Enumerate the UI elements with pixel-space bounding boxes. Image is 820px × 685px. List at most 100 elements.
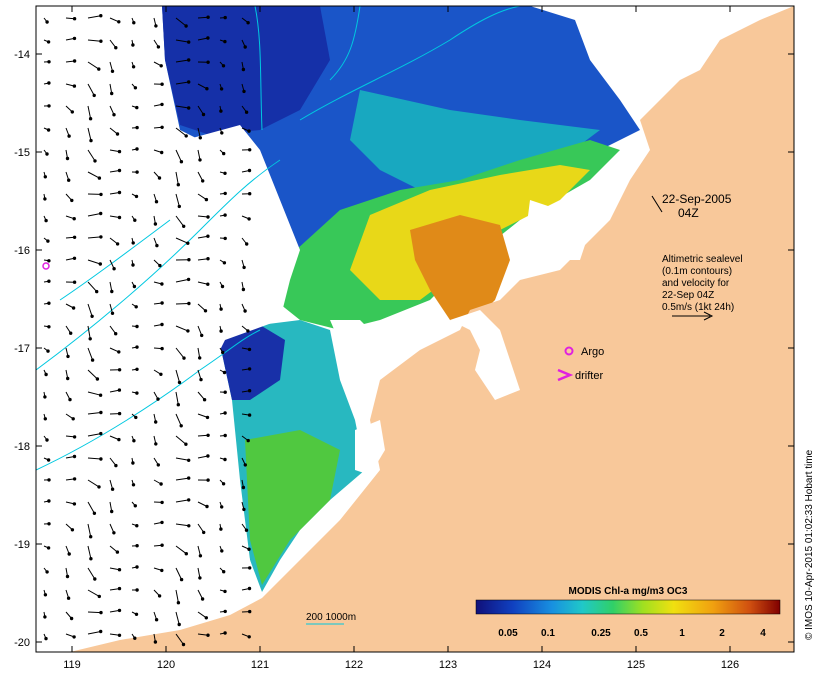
velocity-arrow-head xyxy=(69,398,71,400)
velocity-arrow-head xyxy=(100,40,102,42)
velocity-arrow-head xyxy=(96,378,98,380)
velocity-arrow-head xyxy=(205,617,207,619)
velocity-arrow-head xyxy=(207,634,209,636)
velocity-arrow-head xyxy=(66,157,68,159)
velocity-arrow-head xyxy=(98,595,100,597)
velocity-arrow-head xyxy=(90,536,92,538)
velocity-arrow-head xyxy=(188,525,190,527)
velocity-arrow-head xyxy=(113,532,115,534)
credit-label: © IMOS 10-Apr-2015 01:02:33 Hobart time xyxy=(804,449,815,640)
velocity-arrow-head xyxy=(132,484,134,486)
velocity-arrow-head xyxy=(161,103,163,105)
velocity-arrow-head xyxy=(178,623,180,625)
velocity-arrow-head xyxy=(100,611,102,613)
velocity-arrow-head xyxy=(199,159,201,161)
velocity-arrow-head xyxy=(135,306,137,308)
velocity-arrow-head xyxy=(73,257,75,259)
velocity-arrow-head xyxy=(48,479,50,481)
lat-tick-label: -19 xyxy=(14,539,30,551)
legend-line: Altimetric sealevel xyxy=(662,254,743,265)
velocity-arrow-head xyxy=(73,218,75,220)
velocity-arrow-head xyxy=(46,21,48,23)
velocity-arrow-head xyxy=(248,587,250,589)
velocity-arrow-head xyxy=(73,455,75,457)
velocity-arrow-head xyxy=(133,22,135,24)
velocity-arrow-head xyxy=(100,411,102,413)
velocity-arrow-head xyxy=(136,545,138,547)
velocity-arrow-head xyxy=(223,571,225,573)
velocity-arrow-head xyxy=(155,25,157,27)
velocity-arrow-head xyxy=(67,597,69,599)
velocity-arrow-head xyxy=(242,288,244,290)
velocity-arrow-head xyxy=(99,394,101,396)
velocity-arrow-head xyxy=(221,285,223,287)
velocity-arrow-head xyxy=(134,87,136,89)
velocity-arrow-head xyxy=(136,589,138,591)
velocity-arrow-head xyxy=(220,88,222,90)
velocity-arrow-head xyxy=(224,40,226,42)
velocity-arrow-head xyxy=(133,285,135,287)
velocity-arrow-head xyxy=(44,594,46,596)
velocity-arrow-head xyxy=(93,94,95,96)
velocity-arrow-head xyxy=(242,486,244,488)
colorbar-tick: 0.05 xyxy=(498,628,518,639)
velocity-arrow-head xyxy=(201,598,203,600)
velocity-arrow-head xyxy=(73,503,75,505)
velocity-arrow-head xyxy=(207,283,209,285)
velocity-arrow-head xyxy=(73,436,75,438)
velocity-arrow-head xyxy=(113,114,115,116)
velocity-arrow-head xyxy=(185,25,187,27)
velocity-arrow-head xyxy=(134,637,136,639)
colorbar-tick: 0.25 xyxy=(591,628,611,639)
velocity-arrow-head xyxy=(247,439,249,441)
velocity-arrow-head xyxy=(248,636,250,638)
velocity-arrow-head xyxy=(94,160,96,162)
velocity-arrow-head xyxy=(134,219,136,221)
velocity-arrow-head xyxy=(132,462,134,464)
lon-tick-label: 120 xyxy=(157,659,175,671)
velocity-arrow-head xyxy=(73,236,75,238)
velocity-arrow-head xyxy=(118,609,120,611)
velocity-arrow-head xyxy=(155,443,157,445)
velocity-arrow xyxy=(88,612,101,613)
legend-line: (0.1m contours) xyxy=(662,266,732,277)
velocity-arrow-head xyxy=(115,333,117,335)
velocity-arrow-head xyxy=(188,302,190,304)
velocity-arrow-head xyxy=(204,310,206,312)
velocity-arrow-head xyxy=(222,351,224,353)
velocity-arrow-head xyxy=(248,368,250,370)
velocity-arrow-head xyxy=(224,610,226,612)
lon-tick-label: 124 xyxy=(533,659,551,671)
velocity-arrow-head xyxy=(116,133,118,135)
velocity-arrow-head xyxy=(158,177,160,179)
colorbar-tick: 2 xyxy=(719,628,725,639)
velocity-arrow-head xyxy=(187,278,189,280)
velocity-arrow-head xyxy=(136,106,138,108)
velocity-arrow-head xyxy=(155,201,157,203)
velocity-arrow-head xyxy=(115,47,117,49)
velocity-arrow-head xyxy=(136,148,138,150)
velocity-arrow-head xyxy=(111,312,113,314)
velocity-arrow-head xyxy=(207,61,209,63)
velocity-arrow-head xyxy=(73,18,75,20)
velocity-arrow-head xyxy=(248,348,250,350)
velocity-arrow-head xyxy=(249,149,251,151)
velocity-arrow-head xyxy=(118,634,120,636)
velocity-arrow-head xyxy=(48,280,50,282)
velocity-arrow-head xyxy=(160,65,162,67)
velocity-arrow-head xyxy=(224,391,226,393)
velocity-arrow-head xyxy=(224,214,226,216)
velocity-arrow-head xyxy=(157,398,159,400)
velocity-arrow-head xyxy=(118,351,120,353)
lat-tick-label: -14 xyxy=(14,49,30,61)
velocity-arrow-head xyxy=(136,525,138,527)
velocity-arrow-head xyxy=(245,529,247,531)
velocity-arrow-head xyxy=(45,219,47,221)
velocity-arrow xyxy=(176,304,189,305)
velocity-arrow-head xyxy=(118,216,120,218)
velocity-arrow-head xyxy=(73,281,75,283)
velocity-arrow-head xyxy=(178,381,180,383)
velocity-arrow-head xyxy=(180,161,182,163)
velocity-arrow-head xyxy=(100,630,102,632)
velocity-arrow-head xyxy=(132,264,134,266)
